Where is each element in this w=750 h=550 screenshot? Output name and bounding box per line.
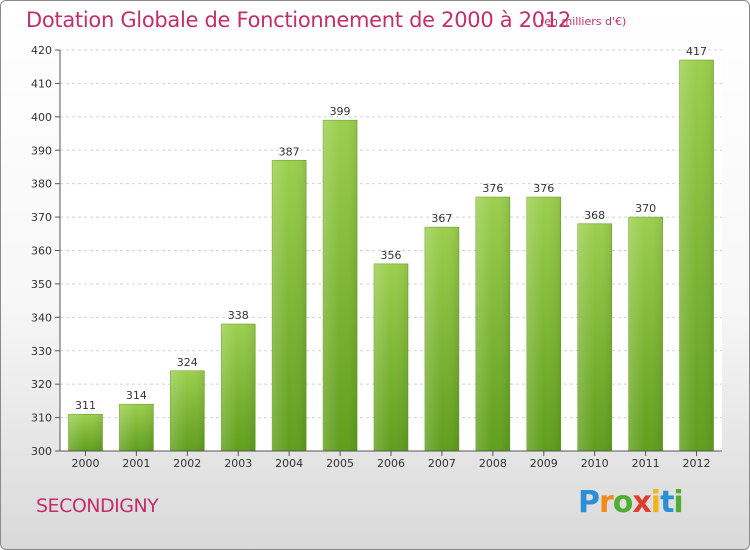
x-tick-label: 2008 — [479, 457, 507, 470]
y-tick-label: 300 — [31, 445, 52, 458]
chart-subtitle: (en milliers d'€) — [540, 15, 627, 28]
logo-letter: P — [578, 485, 600, 520]
bar-highlight — [475, 197, 510, 451]
logo-letter: r — [599, 485, 614, 520]
commune-name: SECONDIGNY — [36, 495, 159, 517]
bars-layer — [68, 59, 714, 452]
x-tick-label: 2001 — [122, 457, 150, 470]
bar-highlight — [526, 197, 561, 451]
data-label: 368 — [584, 209, 605, 222]
y-tick-label: 400 — [31, 111, 52, 124]
x-tick-label: 2006 — [377, 457, 405, 470]
x-tick-label: 2000 — [71, 457, 99, 470]
bar-highlight — [323, 120, 358, 452]
data-label: 338 — [228, 309, 249, 322]
y-tick-label: 370 — [31, 211, 52, 224]
bar-highlight — [221, 324, 256, 451]
y-tick-label: 420 — [31, 44, 52, 57]
proxiti-logo[interactable]: Proxiti — [578, 485, 684, 520]
data-label: 376 — [482, 182, 503, 195]
data-label: 367 — [431, 212, 452, 225]
x-tick-label: 2003 — [224, 457, 252, 470]
x-tick-label: 2005 — [326, 457, 354, 470]
logo-letter: i — [673, 485, 683, 520]
y-tick-label: 380 — [31, 178, 52, 191]
logo-letter: t — [660, 485, 674, 520]
x-tick-label: 2007 — [428, 457, 456, 470]
data-label: 417 — [686, 45, 707, 58]
x-tick-label: 2002 — [173, 457, 201, 470]
data-label: 376 — [533, 182, 554, 195]
x-tick-label: 2004 — [275, 457, 303, 470]
y-tick-label: 320 — [31, 378, 52, 391]
x-tick-label: 2012 — [683, 457, 711, 470]
bar-highlight — [424, 227, 459, 451]
logo-letter: i — [650, 485, 661, 520]
data-label: 399 — [330, 105, 351, 118]
chart-title: Dotation Globale de Fonctionnement de 20… — [26, 8, 571, 32]
x-tick-label: 2009 — [530, 457, 558, 470]
y-tick-label: 350 — [31, 278, 52, 291]
bar-highlight — [577, 223, 612, 451]
bar-highlight — [68, 414, 103, 451]
logo-letter: x — [632, 485, 651, 520]
y-tick-label: 390 — [31, 144, 52, 157]
bar-highlight — [679, 60, 714, 452]
data-label: 314 — [126, 389, 147, 402]
bar-highlight — [374, 263, 408, 451]
bar-highlight — [119, 404, 154, 451]
data-label: 370 — [635, 202, 656, 215]
bar-highlight — [272, 160, 307, 451]
y-tick-label: 410 — [31, 77, 52, 90]
data-label: 356 — [381, 249, 402, 262]
x-tick-label: 2010 — [581, 457, 609, 470]
y-tick-label: 330 — [31, 345, 52, 358]
bar-highlight — [628, 217, 663, 451]
data-label: 387 — [279, 145, 300, 158]
data-label: 311 — [75, 399, 96, 412]
y-tick-label: 360 — [31, 245, 52, 258]
y-tick-label: 340 — [31, 311, 52, 324]
y-tick-label: 310 — [31, 412, 52, 425]
data-label: 324 — [177, 356, 198, 369]
labels-layer: 311 314 324 338 387 399 356 367 376 376 368 370 417 — [75, 45, 707, 412]
bar-highlight — [170, 370, 205, 451]
axes-layer: 300 310 320 330 340 350 360 370 380 390 400 410 420 2… — [31, 44, 722, 470]
logo-letter: o — [612, 485, 634, 520]
x-tick-label: 2011 — [632, 457, 660, 470]
